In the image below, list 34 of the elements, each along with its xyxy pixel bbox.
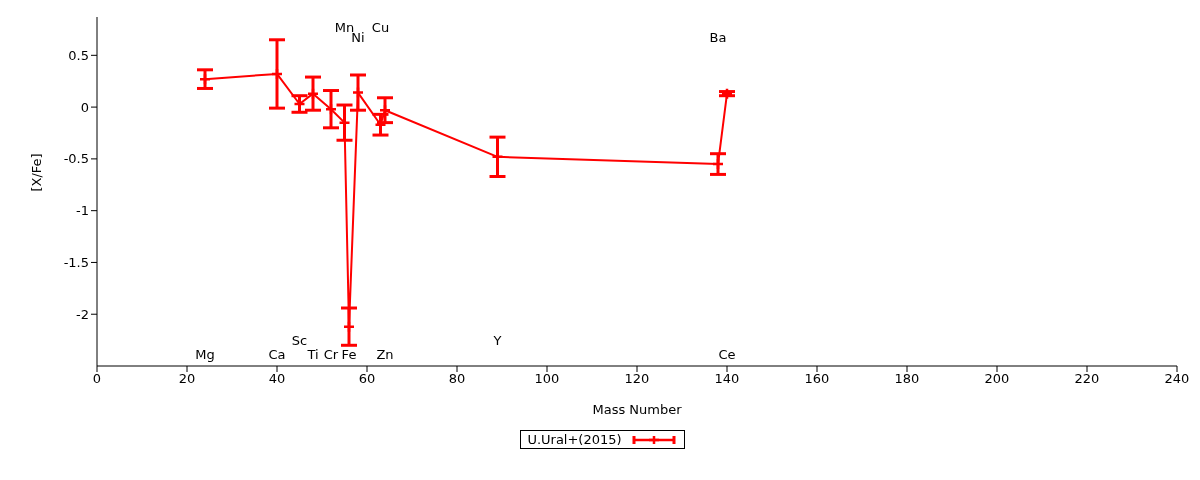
y-tick-label: -1	[76, 203, 89, 219]
x-tick-label: 20	[178, 371, 196, 387]
annotation: Sc	[291, 332, 308, 348]
annotation: Ni	[351, 29, 365, 45]
annotation: Zn	[376, 346, 394, 362]
x-tick-label: 40	[268, 371, 286, 387]
x-tick-label: 160	[804, 371, 830, 387]
annotation: Ca	[268, 346, 286, 362]
y-tick-label: 0	[80, 99, 89, 115]
x-tick-label: 140	[714, 371, 740, 387]
x-tick-label: 180	[894, 371, 920, 387]
annotation: Ti	[306, 346, 319, 362]
x-tick-label: 240	[1164, 371, 1190, 387]
annotation: Cr	[323, 346, 339, 362]
y-tick-label: 0.5	[68, 47, 89, 63]
x-tick-label: 80	[448, 371, 466, 387]
y-axis-title: [X/Fe]	[28, 153, 44, 192]
legend-label: U.Ural+(2015)	[527, 432, 622, 447]
x-axis-title: Mass Number	[592, 402, 683, 417]
annotation: Ce	[718, 346, 736, 362]
x-tick-label: 120	[624, 371, 650, 387]
x-tick-label: 100	[534, 371, 560, 387]
annotation: Y	[492, 332, 502, 348]
x-tick-label: 0	[92, 371, 102, 387]
x-tick-label: 200	[984, 371, 1010, 387]
annotation: Ba	[709, 29, 727, 45]
x-tick-label: 60	[358, 371, 376, 387]
y-tick-label: -1.5	[63, 255, 89, 271]
annotation: Fe	[341, 346, 357, 362]
x-tick-label: 220	[1074, 371, 1100, 387]
y-tick-label: -0.5	[63, 151, 89, 167]
annotation: Mg	[195, 346, 215, 362]
y-tick-label: -2	[76, 306, 89, 322]
annotation: Cu	[371, 19, 390, 35]
